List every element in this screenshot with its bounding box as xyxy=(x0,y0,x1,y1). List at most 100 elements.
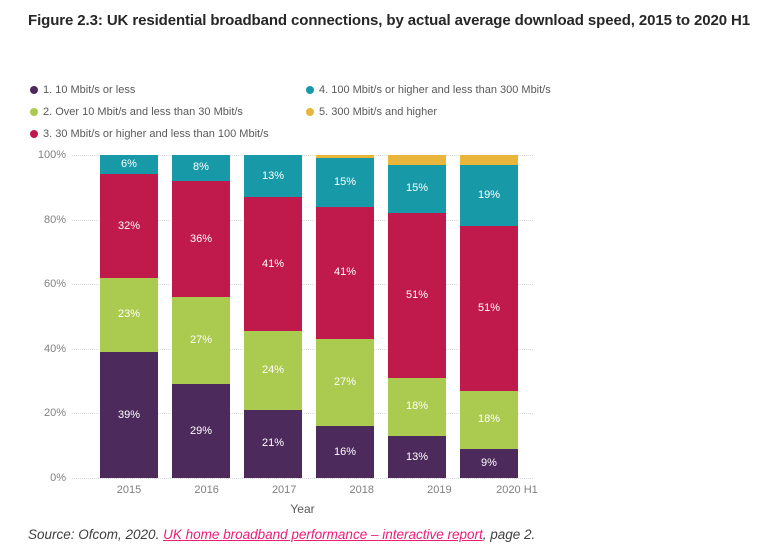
bar-segment: 29% xyxy=(172,384,230,478)
bar-segment: 15% xyxy=(388,164,446,214)
bar-segment: 15% xyxy=(316,158,374,207)
gridline xyxy=(72,284,533,286)
bar-segment: 51% xyxy=(388,213,446,378)
data-label: 36% xyxy=(189,232,213,245)
data-label: 41% xyxy=(261,257,285,270)
data-label: 13% xyxy=(261,169,285,182)
data-label: 21% xyxy=(261,437,285,450)
bar-segment xyxy=(388,155,446,165)
bar-segment: 9% xyxy=(460,448,518,478)
legend-item: 2. Over 10 Mbit/s and less than 30 Mbit/… xyxy=(30,101,306,123)
source-caption: Source: Ofcom, 2020. UK home broadband p… xyxy=(28,527,535,542)
bar-segment: 36% xyxy=(172,180,230,298)
bar-segment: 13% xyxy=(244,155,302,198)
stacked-bar-2018: 16% 27% 41% 15% xyxy=(316,155,374,478)
y-axis-tick-labels: 100% 80% 60% 40% 20% 0% xyxy=(0,149,66,484)
legend-item: 3. 30 Mbit/s or higher and less than 100… xyxy=(30,123,306,145)
x-tick-label: 2017 xyxy=(271,484,297,496)
data-label: 19% xyxy=(477,188,501,201)
bar-segment: 41% xyxy=(316,206,374,340)
stacked-bar-2015: 39% 23% 32% 6% xyxy=(100,155,158,478)
x-tick-label: 2015 xyxy=(116,484,142,496)
y-tick-label: 100% xyxy=(37,149,66,161)
bar-segment: 32% xyxy=(100,174,158,278)
bar-segment: 24% xyxy=(244,331,302,410)
bar-segment: 21% xyxy=(244,409,302,478)
legend: 1. 10 Mbit/s or less 2. Over 10 Mbit/s an… xyxy=(30,79,551,145)
legend-label: 4. 100 Mbit/s or higher and less than 30… xyxy=(319,84,551,96)
data-label: 15% xyxy=(405,182,429,195)
bar-segment: 6% xyxy=(100,155,158,175)
x-tick-label: 2016 xyxy=(194,484,219,496)
x-tick-label: 2019 xyxy=(427,484,452,496)
data-label: 51% xyxy=(477,301,501,314)
source-suffix: , page 2. xyxy=(482,527,536,542)
legend-column: 4. 100 Mbit/s or higher and less than 30… xyxy=(306,79,551,145)
bar-segment xyxy=(460,155,518,165)
legend-label: 5. 300 Mbit/s and higher xyxy=(319,106,438,118)
data-label: 15% xyxy=(333,175,357,188)
legend-dot-icon xyxy=(30,130,38,138)
data-label: 8% xyxy=(193,161,209,174)
bar-segment: 27% xyxy=(172,297,230,385)
stacked-bar-2020-h1: 9% 18% 51% 19% xyxy=(460,155,518,478)
stacked-bar-2016: 29% 27% 36% 8% xyxy=(172,155,230,478)
bar-segment: 39% xyxy=(100,352,158,478)
legend-label: 3. 30 Mbit/s or higher and less than 100… xyxy=(43,128,269,140)
bar-segment: 19% xyxy=(460,164,518,227)
data-label: 32% xyxy=(117,219,141,232)
y-tick-label: 0% xyxy=(50,472,66,484)
data-label: 16% xyxy=(333,445,357,458)
source-report-link[interactable]: UK home broadband performance – interact… xyxy=(163,527,483,542)
legend-label: 2. Over 10 Mbit/s and less than 30 Mbit/… xyxy=(43,106,243,118)
data-label: 41% xyxy=(333,266,357,279)
data-label: 24% xyxy=(261,363,285,376)
legend-item: 5. 300 Mbit/s and higher xyxy=(306,101,551,123)
x-tick-label: 2018 xyxy=(349,484,375,496)
data-label: 27% xyxy=(189,334,213,347)
bar-segment: 18% xyxy=(388,377,446,437)
legend-dot-icon xyxy=(306,86,314,94)
legend-column: 1. 10 Mbit/s or less 2. Over 10 Mbit/s an… xyxy=(30,79,306,145)
stacked-bar-2019: 13% 18% 51% 15% xyxy=(388,155,446,478)
y-tick-label: 40% xyxy=(43,342,66,355)
data-label: 23% xyxy=(117,308,141,321)
data-label: 51% xyxy=(405,289,429,302)
y-tick-label: 80% xyxy=(43,213,66,226)
gridline xyxy=(72,155,533,156)
bar-segment: 23% xyxy=(100,277,158,353)
legend-label: 1. 10 Mbit/s or less xyxy=(43,84,136,96)
gridline xyxy=(72,348,533,350)
x-axis-tick-labels: 2015 2016 2017 2018 2019 2020 H1 xyxy=(100,484,546,496)
bar-segment: 27% xyxy=(316,339,374,427)
legend-dot-icon xyxy=(30,86,38,94)
data-label: 27% xyxy=(333,376,357,389)
bar-segment: 8% xyxy=(172,155,230,181)
data-label: 9% xyxy=(481,456,497,469)
bar-segment: 51% xyxy=(460,226,518,391)
source-prefix: Source: Ofcom, 2020. xyxy=(28,527,164,542)
bars-row: 39% 23% 32% 6% 29% 27% 36% 8% 21% 24% 41% 13% 16% 27%… xyxy=(100,155,518,478)
data-label: 29% xyxy=(189,424,213,437)
bar-segment xyxy=(316,155,374,159)
bar-segment: 16% xyxy=(316,426,374,478)
legend-item: 4. 100 Mbit/s or higher and less than 30… xyxy=(306,79,551,101)
gridline xyxy=(72,219,533,221)
legend-dot-icon xyxy=(30,108,38,116)
bar-segment: 18% xyxy=(460,390,518,449)
plot-area: 39% 23% 32% 6% 29% 27% 36% 8% 21% 24% 41% 13% 16% 27%… xyxy=(72,155,533,479)
data-label: 18% xyxy=(477,413,501,426)
bar-segment: 41% xyxy=(244,197,302,332)
legend-item: 1. 10 Mbit/s or less xyxy=(30,79,306,101)
legend-dot-icon xyxy=(306,108,314,116)
x-tick-label: 2020 H1 xyxy=(496,484,538,496)
data-label: 39% xyxy=(117,408,141,421)
bar-segment: 13% xyxy=(388,436,446,478)
data-label: 18% xyxy=(405,400,429,413)
x-axis-title: Year xyxy=(290,502,315,516)
stacked-bar-2017: 21% 24% 41% 13% xyxy=(244,155,302,478)
data-label: 6% xyxy=(121,158,137,171)
figure-title: Figure 2.3: UK residential broadband con… xyxy=(28,12,750,29)
y-tick-label: 20% xyxy=(43,407,66,420)
